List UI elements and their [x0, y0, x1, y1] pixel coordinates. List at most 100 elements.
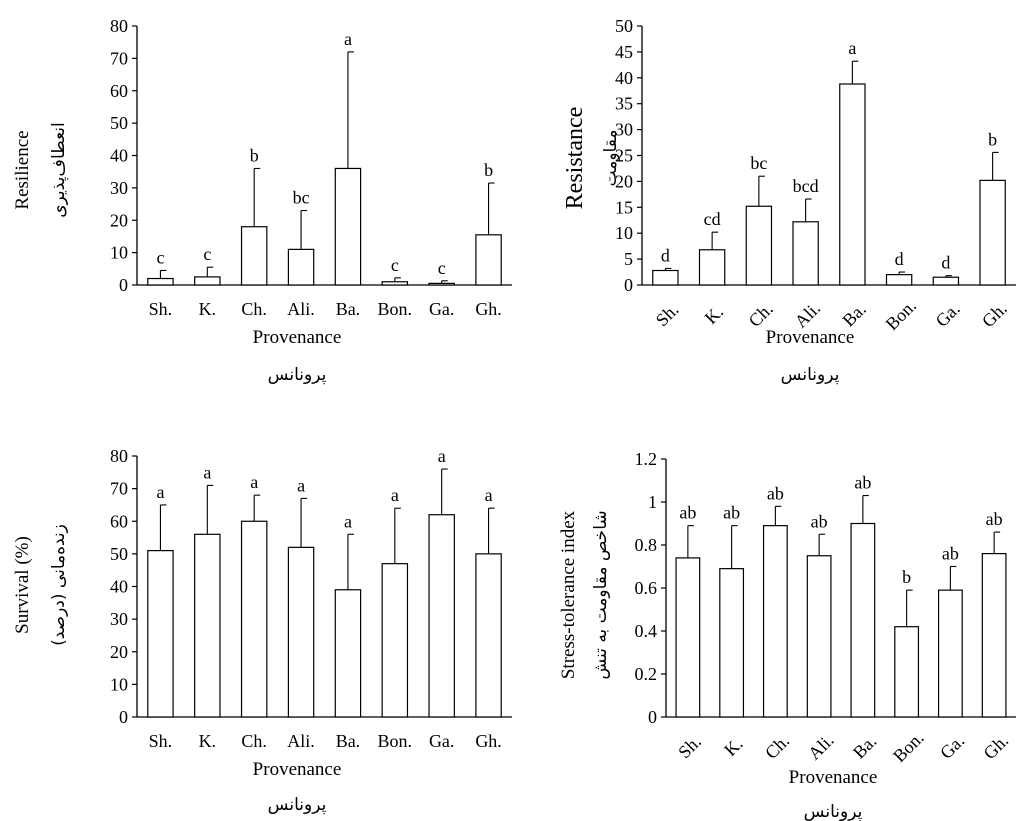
y-tick-label: 30: [110, 178, 128, 198]
bar: [885, 274, 913, 286]
x-tick-label: Ch.: [761, 731, 793, 763]
bar: [475, 234, 502, 286]
bar: [719, 568, 745, 718]
y-tick-label: 0: [119, 707, 128, 727]
significance-letter: d: [661, 245, 670, 265]
y-tick-label: 1: [648, 492, 657, 512]
x-axis-label-persian: پرونانس: [804, 802, 863, 821]
bar: [932, 276, 960, 286]
x-tick-label: K.: [720, 733, 747, 760]
y-tick-label: 20: [110, 642, 128, 662]
significance-letter: b: [484, 160, 493, 180]
significance-letter: a: [250, 472, 258, 492]
y-axis-label-persian: زنده‌مانی (درصد): [49, 524, 69, 646]
x-tick-label: Ga.: [932, 299, 964, 331]
significance-letter: bcd: [793, 176, 819, 196]
bar: [839, 83, 866, 286]
x-tick-label: Sh.: [149, 299, 173, 319]
y-tick-label: 50: [110, 544, 128, 564]
chart-resilience: 01020304050607080cSh.cK.bCh.bcAli.aBa.cB…: [12, 16, 512, 385]
bar: [194, 533, 221, 718]
x-axis-label: Provenance: [253, 759, 342, 780]
x-tick-label: Ali.: [804, 730, 838, 764]
x-tick-label: Ga.: [429, 731, 455, 751]
bar: [428, 514, 455, 718]
significance-letter: c: [391, 255, 399, 275]
significance-letter: a: [485, 485, 493, 505]
x-axis-label-persian: پرونانس: [781, 365, 840, 385]
x-axis-label: Provenance: [789, 767, 878, 788]
bar: [287, 248, 315, 286]
y-axis-label: Resistance: [562, 107, 588, 210]
significance-letter: ab: [811, 511, 828, 531]
y-tick-label: 60: [110, 511, 128, 531]
significance-letter: a: [391, 485, 399, 505]
significance-letter: cd: [704, 209, 721, 229]
bar: [652, 269, 679, 286]
x-tick-label: Sh.: [149, 731, 173, 751]
x-tick-label: K.: [199, 299, 217, 319]
significance-letter: c: [156, 247, 164, 267]
y-axis-label: Stress-tolerance index: [558, 510, 579, 679]
significance-letter: a: [344, 511, 352, 531]
y-tick-label: 70: [110, 479, 128, 499]
x-axis-label-persian: پرونانس: [268, 795, 327, 815]
x-tick-label: Ba.: [849, 731, 880, 762]
significance-letter: c: [203, 244, 211, 264]
x-tick-label: Gh.: [979, 730, 1012, 763]
x-tick-label: Ba.: [838, 299, 869, 330]
significance-letter: ab: [986, 509, 1003, 529]
significance-letter: a: [848, 38, 856, 58]
significance-letter: a: [203, 462, 211, 482]
y-tick-label: 35: [615, 94, 633, 114]
y-tick-label: 5: [624, 249, 633, 269]
bar: [762, 525, 788, 718]
bar: [850, 522, 876, 718]
significance-letter: d: [941, 253, 950, 273]
bar: [381, 563, 409, 718]
x-tick-label: Sh.: [674, 731, 705, 762]
significance-letter: ab: [723, 503, 740, 523]
significance-letter: bc: [293, 188, 310, 208]
bar: [240, 520, 268, 718]
bar: [981, 552, 1007, 718]
bar: [381, 281, 409, 286]
x-tick-label: Bon.: [889, 727, 928, 766]
bar: [334, 589, 362, 718]
bar: [806, 555, 832, 718]
significance-letter: b: [250, 145, 259, 165]
y-tick-label: 15: [615, 197, 633, 217]
bar: [675, 557, 701, 718]
x-tick-label: K.: [701, 301, 728, 328]
chart-resistance: 05101520253035404550dSh.cdK.bcCh.bcdAli.…: [562, 16, 1016, 385]
x-tick-label: Bon.: [378, 299, 413, 319]
x-axis-label: Provenance: [253, 327, 342, 348]
x-tick-label: Gh.: [475, 731, 502, 751]
y-tick-label: 80: [110, 446, 128, 466]
y-tick-label: 70: [110, 48, 128, 68]
x-tick-label: Bon.: [882, 295, 921, 334]
y-tick-label: 0.4: [635, 621, 658, 641]
y-tick-label: 0: [119, 275, 128, 295]
bar: [937, 589, 963, 718]
y-tick-label: 40: [110, 577, 128, 597]
bar: [428, 282, 455, 286]
y-axis-label-persian: مقاومت: [601, 130, 621, 187]
y-axis-label-persian: انعطاف‌پذیری: [49, 122, 69, 217]
x-tick-label: Bon.: [378, 731, 413, 751]
y-tick-label: 50: [110, 113, 128, 133]
bar: [475, 553, 502, 718]
bar: [147, 277, 174, 286]
bar: [147, 550, 174, 718]
y-tick-label: 40: [615, 68, 633, 88]
bar: [894, 626, 920, 718]
significance-letter: ab: [854, 473, 871, 493]
y-tick-label: 80: [110, 16, 128, 36]
y-axis-label: Survival (%): [12, 536, 33, 634]
significance-letter: c: [438, 258, 446, 278]
bar: [792, 221, 819, 286]
y-tick-label: 0.2: [635, 664, 658, 684]
bar: [287, 546, 315, 718]
y-tick-label: 10: [110, 674, 128, 694]
